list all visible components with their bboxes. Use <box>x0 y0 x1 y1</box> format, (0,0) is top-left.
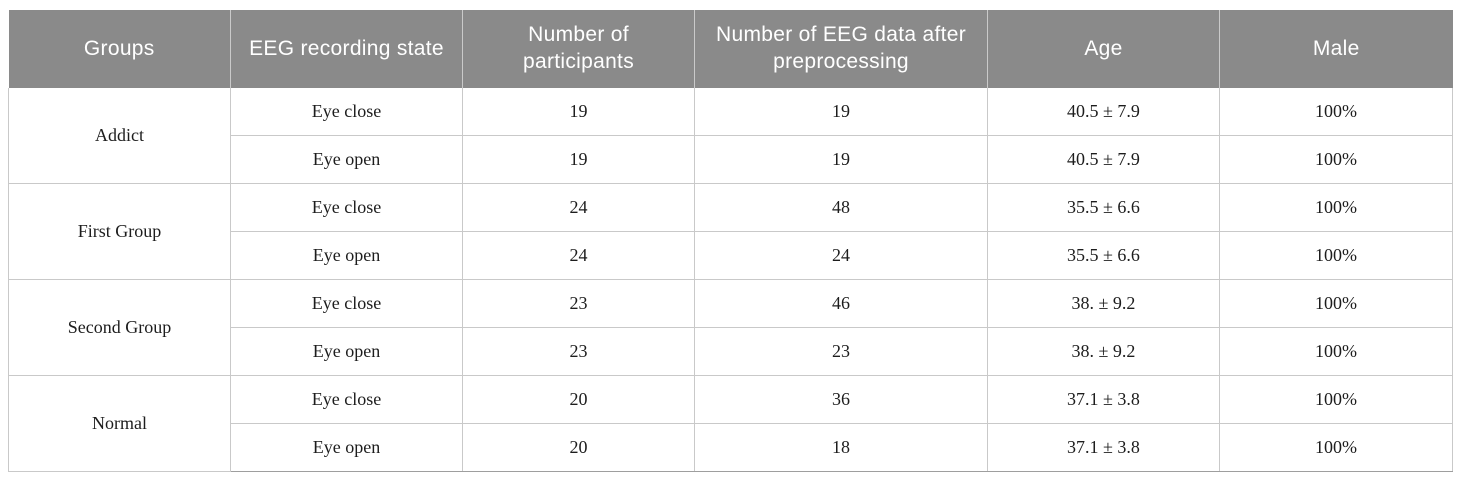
group-name-cell: Addict <box>8 88 231 184</box>
male-cell: 100% <box>1219 375 1453 424</box>
participants-cell: 19 <box>462 135 695 184</box>
header-male: Male <box>1219 10 1453 88</box>
state-cell: Eye open <box>230 327 463 376</box>
header-eeg-recording-state: EEG recording state <box>230 10 463 88</box>
participants-cell: 24 <box>462 231 695 280</box>
male-cell: 100% <box>1219 183 1453 232</box>
age-cell: 38. ± 9.2 <box>987 327 1220 376</box>
age-cell: 37.1 ± 3.8 <box>987 423 1220 472</box>
eeg-data-cell: 19 <box>694 135 988 184</box>
age-cell: 40.5 ± 7.9 <box>987 88 1220 136</box>
table-row: Eye open 24 24 35.5 ± 6.6 100% <box>9 231 1453 280</box>
male-cell: 100% <box>1219 135 1453 184</box>
table-row: Eye open 19 19 40.5 ± 7.9 100% <box>9 135 1453 184</box>
male-cell: 100% <box>1219 279 1453 328</box>
header-eeg-data-after-preprocessing: Number of EEG data after preprocessing <box>694 10 988 88</box>
state-cell: Eye open <box>230 135 463 184</box>
state-cell: Eye close <box>230 183 463 232</box>
eeg-data-cell: 46 <box>694 279 988 328</box>
table-row: Addict Eye close 19 19 40.5 ± 7.9 100% <box>8 88 1453 184</box>
header-number-of-participants: Number of participants <box>462 10 695 88</box>
eeg-data-cell: 36 <box>694 375 988 424</box>
participants-cell: 23 <box>462 279 695 328</box>
state-cell: Eye close <box>230 88 463 136</box>
table-row: Normal Eye close 20 36 37.1 ± 3.8 100% <box>8 375 1453 472</box>
age-cell: 37.1 ± 3.8 <box>987 375 1220 424</box>
header-groups: Groups <box>8 10 231 88</box>
participants-cell: 23 <box>462 327 695 376</box>
male-cell: 100% <box>1219 327 1453 376</box>
male-cell: 100% <box>1219 231 1453 280</box>
table-row: Eye open 20 18 37.1 ± 3.8 100% <box>9 423 1453 472</box>
age-cell: 40.5 ± 7.9 <box>987 135 1220 184</box>
age-cell: 38. ± 9.2 <box>987 279 1220 328</box>
eeg-data-cell: 24 <box>694 231 988 280</box>
group-name-cell: First Group <box>8 183 231 280</box>
male-cell: 100% <box>1219 423 1453 472</box>
group-name-cell: Second Group <box>8 279 231 376</box>
participants-table: Groups EEG recording state Number of par… <box>8 10 1453 472</box>
participants-cell: 24 <box>462 183 695 232</box>
participants-cell: 20 <box>462 375 695 424</box>
state-cell: Eye close <box>230 279 463 328</box>
male-cell: 100% <box>1219 88 1453 136</box>
age-cell: 35.5 ± 6.6 <box>987 183 1220 232</box>
eeg-data-cell: 19 <box>694 88 988 136</box>
eeg-data-cell: 18 <box>694 423 988 472</box>
participants-table-container: Groups EEG recording state Number of par… <box>8 10 1453 472</box>
group-name-cell: Normal <box>8 375 231 472</box>
table-row: First Group Eye close 24 48 35.5 ± 6.6 1… <box>8 183 1453 280</box>
eeg-data-cell: 23 <box>694 327 988 376</box>
header-age: Age <box>987 10 1220 88</box>
age-cell: 35.5 ± 6.6 <box>987 231 1220 280</box>
header-row: Groups EEG recording state Number of par… <box>8 10 1453 88</box>
state-cell: Eye open <box>230 231 463 280</box>
state-cell: Eye close <box>230 375 463 424</box>
participants-cell: 20 <box>462 423 695 472</box>
state-cell: Eye open <box>230 423 463 472</box>
eeg-data-cell: 48 <box>694 183 988 232</box>
participants-cell: 19 <box>462 88 695 136</box>
table-row: Eye open 23 23 38. ± 9.2 100% <box>9 327 1453 376</box>
table-row: Second Group Eye close 23 46 38. ± 9.2 1… <box>8 279 1453 376</box>
